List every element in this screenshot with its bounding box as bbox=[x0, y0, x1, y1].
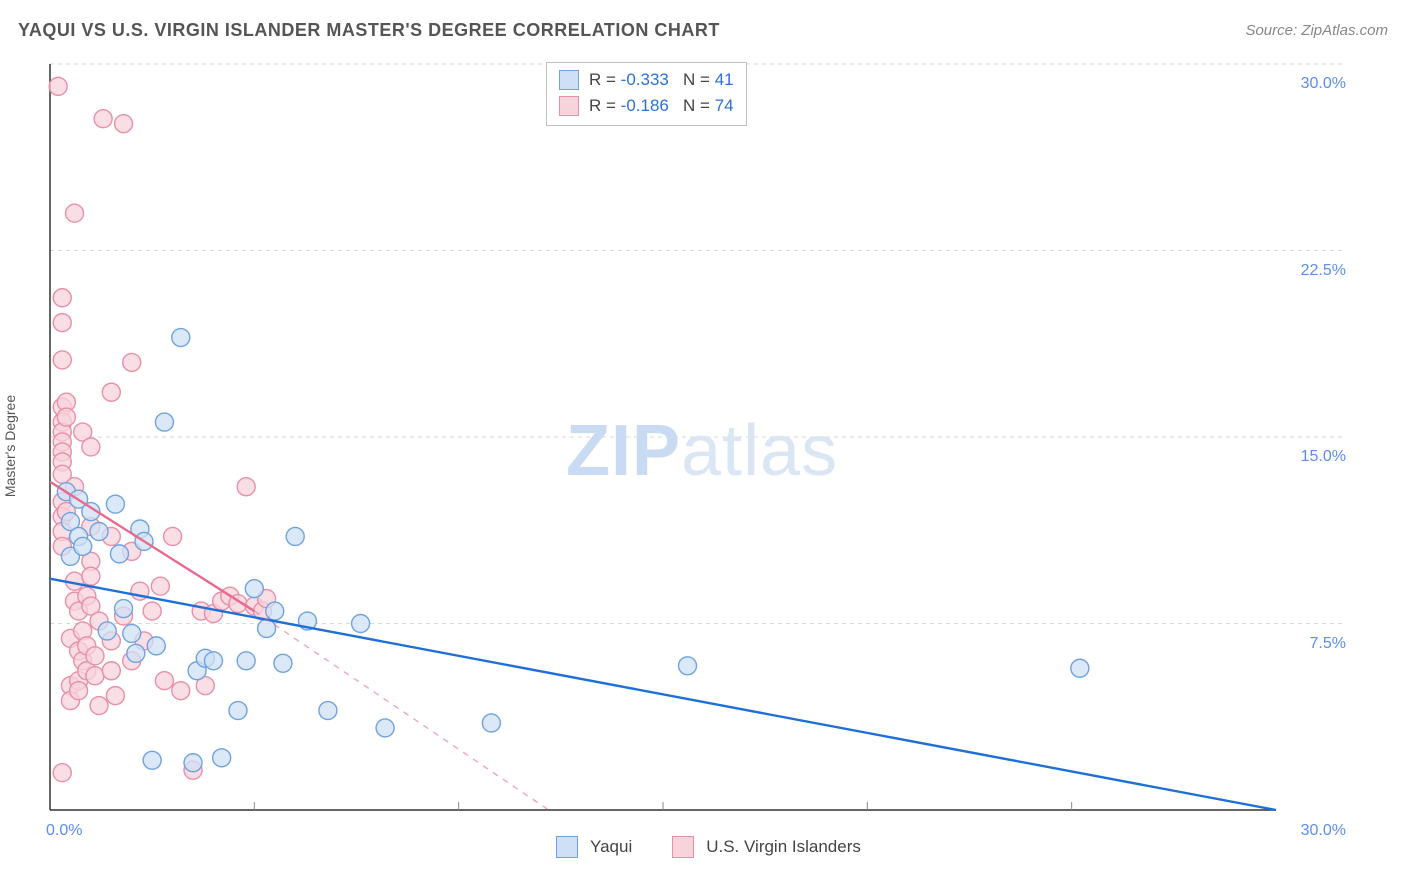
y-tick-label: 22.5% bbox=[1301, 262, 1346, 280]
legend-swatch bbox=[672, 836, 694, 858]
y-axis-label: Master's Degree bbox=[2, 395, 18, 497]
legend-label: U.S. Virgin Islanders bbox=[706, 837, 861, 857]
legend-stats: R = -0.186 N = 74 bbox=[589, 93, 734, 119]
legend-row: R = -0.333 N = 41 bbox=[559, 67, 734, 93]
chart-title: YAQUI VS U.S. VIRGIN ISLANDER MASTER'S D… bbox=[18, 20, 720, 41]
plot-area: ZIPatlas R = -0.333 N = 41R = -0.186 N =… bbox=[46, 60, 1346, 830]
y-tick-label: 7.5% bbox=[1310, 635, 1346, 653]
legend-swatch bbox=[559, 70, 579, 90]
x-tick-min: 0.0% bbox=[46, 822, 82, 840]
correlation-legend: R = -0.333 N = 41R = -0.186 N = 74 bbox=[546, 62, 747, 126]
legend-stats: R = -0.333 N = 41 bbox=[589, 67, 734, 93]
chart-source: Source: ZipAtlas.com bbox=[1245, 22, 1388, 39]
y-tick-label: 30.0% bbox=[1301, 75, 1346, 93]
legend-swatch bbox=[556, 836, 578, 858]
legend-label: Yaqui bbox=[590, 837, 632, 857]
legend-row: R = -0.186 N = 74 bbox=[559, 93, 734, 119]
chart-header: YAQUI VS U.S. VIRGIN ISLANDER MASTER'S D… bbox=[18, 20, 1388, 41]
x-tick-max: 30.0% bbox=[1301, 822, 1346, 840]
legend-swatch bbox=[559, 96, 579, 116]
series-legend: Yaqui U.S. Virgin Islanders bbox=[556, 836, 889, 858]
y-tick-label: 15.0% bbox=[1301, 448, 1346, 466]
scatter-svg bbox=[46, 60, 1346, 830]
